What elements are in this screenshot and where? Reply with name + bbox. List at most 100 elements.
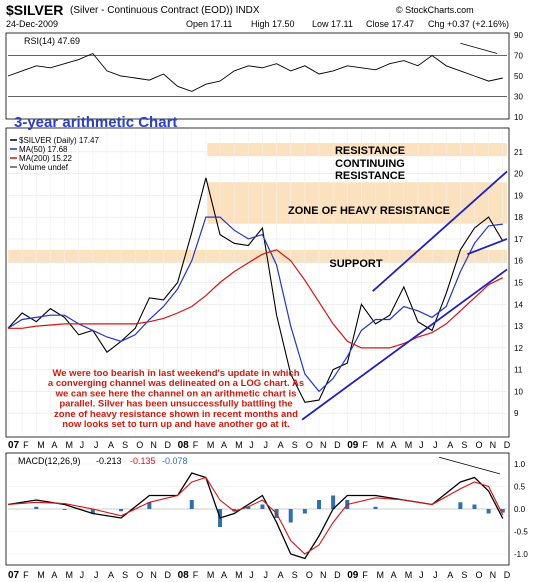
price-tick-label: 20 [514, 170, 523, 179]
macd-month-label: N [490, 570, 497, 580]
macd-histogram-bar [246, 506, 251, 509]
month-tick-label: J [80, 440, 85, 450]
month-tick-label: O [136, 440, 143, 450]
macd-histogram-bar [486, 509, 491, 514]
macd-histogram-bar [373, 506, 378, 509]
month-tick-label: M [377, 440, 385, 450]
macd-legend-name: MACD(12,26,9) [18, 456, 81, 466]
symbol-title: $SILVER [6, 2, 64, 18]
macd-tick-label: 0.5 [514, 483, 526, 492]
month-tick-label: M [66, 440, 74, 450]
price-tick-label: 21 [514, 148, 523, 157]
macd-month-label: 09 [347, 570, 359, 581]
macd-histogram-bar [288, 509, 293, 523]
month-tick-label: M [37, 440, 45, 450]
month-tick-label: 08 [178, 440, 190, 451]
support-label: SUPPORT [329, 258, 382, 270]
macd-month-label: M [405, 570, 413, 580]
annotation-line: We were too bearish in last weekend's up… [52, 368, 299, 379]
month-tick-label: D [504, 440, 511, 450]
macd-histogram-bar [34, 506, 39, 509]
annotation-line: now looks set to turn up and have anothe… [62, 419, 290, 430]
price-series-line [8, 249, 504, 349]
rsi-tick-label: 50 [514, 72, 523, 81]
month-tick-label: O [475, 440, 482, 450]
month-tick-label: F [23, 440, 29, 450]
macd-histogram-bar [232, 509, 237, 512]
macd-month-label: O [475, 570, 482, 580]
month-tick-label: N [490, 440, 497, 450]
month-tick-label: J [419, 440, 424, 450]
macd-histogram-bar [62, 509, 67, 510]
continuing-resistance-label-1: CONTINUING [335, 158, 405, 170]
macd-month-label: M [207, 570, 215, 580]
macd-tick-label: 0.0 [514, 505, 526, 514]
symbol-description: (Silver - Continuous Contract (EOD)) IND… [70, 5, 260, 16]
month-tick-label: A [447, 440, 453, 450]
macd-month-label: J [249, 570, 254, 580]
macd-month-label: O [306, 570, 313, 580]
price-tick-label: 12 [514, 344, 523, 353]
macd-histogram-bar [458, 502, 463, 509]
month-tick-label: A [108, 440, 114, 450]
month-tick-label: F [362, 440, 368, 450]
macd-month-label: A [108, 570, 114, 580]
channel-trendline [301, 268, 508, 421]
macd-legend-value: -0.213 [96, 456, 122, 466]
macd-signal-line [7, 476, 504, 555]
heavy-resistance-label: ZONE OF HEAVY RESISTANCE [288, 205, 450, 217]
price-legend-entry: MA(50) 17.68 [19, 145, 68, 154]
macd-divergence-line [439, 456, 501, 475]
month-tick-label: M [405, 440, 413, 450]
month-tick-label: 09 [347, 440, 359, 451]
macd-month-label: 07 [8, 570, 20, 581]
month-tick-label: A [51, 440, 57, 450]
macd-month-label: F [362, 570, 368, 580]
macd-month-label: N [150, 570, 157, 580]
month-tick-label: A [221, 440, 227, 450]
rsi-tick-label: 10 [514, 113, 523, 122]
month-tick-label: S [461, 440, 467, 450]
macd-month-label: J [80, 570, 85, 580]
macd-month-label: A [221, 570, 227, 580]
price-legend-entry: MA(200) 15.22 [19, 154, 72, 163]
rsi-panel-frame [5, 32, 510, 120]
macd-tick-label: -1.0 [514, 550, 528, 559]
low-value: Low 17.11 [312, 19, 353, 29]
month-tick-label: S [292, 440, 298, 450]
month-tick-label: N [320, 440, 327, 450]
macd-month-label: O [136, 570, 143, 580]
month-tick-label: N [150, 440, 157, 450]
change-value: Chg +0.37 (+2.16%) [428, 19, 510, 29]
annotation-line: we can see here the channel on an arithm… [55, 388, 297, 399]
price-tick-label: 13 [514, 322, 523, 331]
month-tick-label: 07 [8, 440, 20, 451]
macd-tick-label: -0.5 [514, 528, 528, 537]
macd-histogram-bar [119, 509, 124, 512]
macd-histogram-bar [147, 502, 152, 509]
macd-month-label: M [37, 570, 45, 580]
macd-legend-signal: -0.135 [130, 456, 156, 466]
macd-month-label: D [334, 570, 341, 580]
macd-month-label: J [433, 570, 438, 580]
macd-histogram-bar [472, 504, 477, 509]
macd-month-label: S [292, 570, 298, 580]
month-tick-label: A [278, 440, 284, 450]
month-tick-label: O [306, 440, 313, 450]
month-tick-label: J [433, 440, 438, 450]
month-tick-label: J [249, 440, 254, 450]
month-tick-label: D [334, 440, 341, 450]
macd-histogram-bar [500, 509, 505, 513]
chart-date: 24-Dec-2009 [6, 19, 59, 29]
price-tick-label: 11 [514, 366, 523, 375]
month-tick-label: S [122, 440, 128, 450]
price-tick-label: 14 [514, 300, 523, 309]
macd-month-label: D [504, 570, 511, 580]
price-tick-label: 19 [514, 191, 523, 200]
macd-month-label: S [122, 570, 128, 580]
macd-month-label: 08 [178, 570, 190, 581]
annotation-line: parallel. Silver has been unsuccessfully… [59, 399, 292, 410]
macd-month-label: D [164, 570, 171, 580]
price-zone-band [8, 249, 507, 263]
